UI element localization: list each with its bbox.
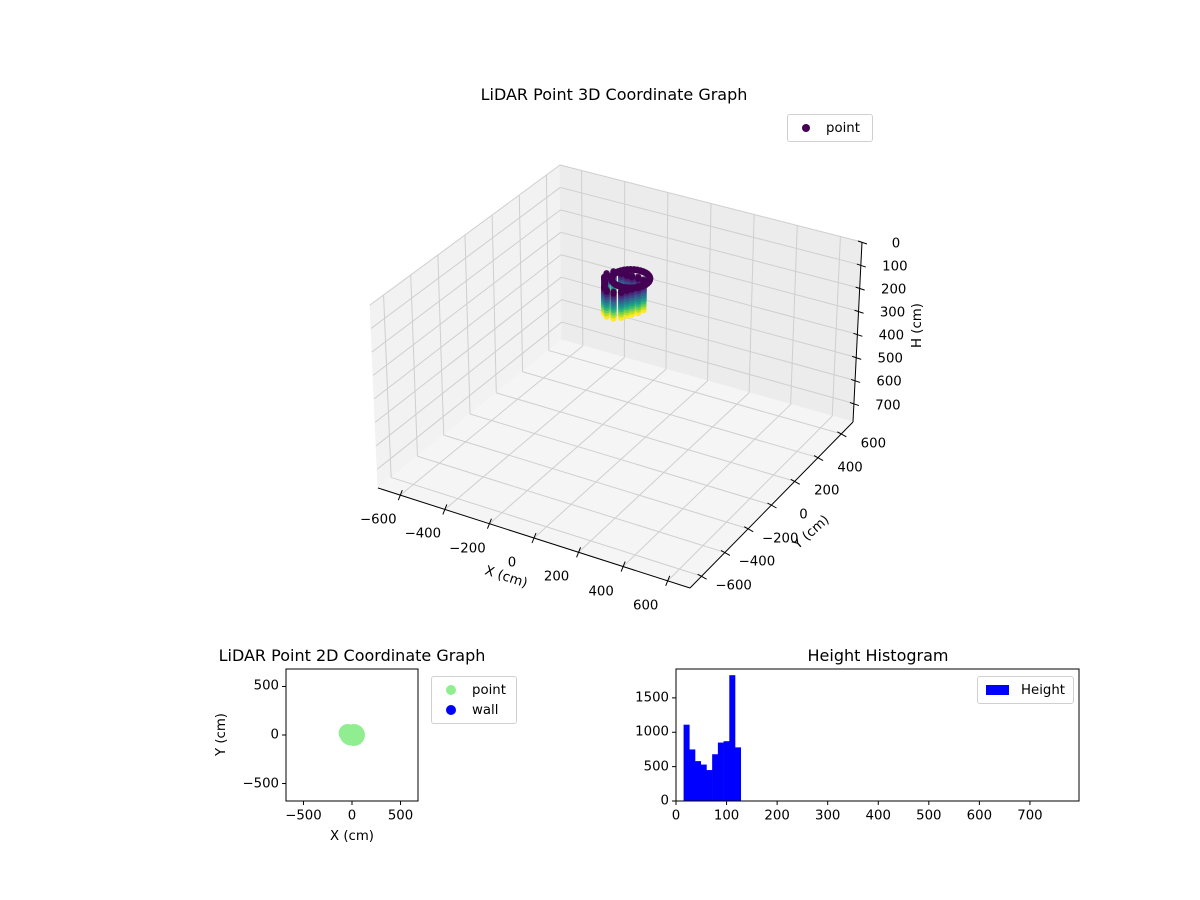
- histogram-bar: [700, 764, 707, 801]
- plot2d-title: LiDAR Point 2D Coordinate Graph: [218, 646, 486, 665]
- histogram-bars: [683, 675, 742, 802]
- y-tick-label: 1500: [635, 690, 669, 706]
- legend-marker-icon: [802, 124, 810, 132]
- histogram-bar: [683, 724, 690, 801]
- x-tick-label: −500: [285, 808, 322, 824]
- plot2d-legend: point wall: [431, 676, 517, 724]
- legend-item-point: point: [432, 680, 516, 700]
- y-tick-label: 0: [270, 727, 279, 743]
- x-tick-label: 300: [814, 808, 841, 824]
- x-tick-label: −200: [449, 541, 486, 557]
- x-tick-label: 0: [671, 808, 681, 824]
- histogram-bar: [695, 761, 702, 802]
- x-tick-label: 600: [966, 808, 993, 824]
- plot3d-title: LiDAR Point 3D Coordinate Graph: [480, 85, 748, 104]
- histogram-bar: [729, 675, 736, 801]
- x-tick-label: 0: [507, 555, 517, 571]
- y-tick-label: 500: [253, 678, 279, 694]
- point-cluster: [601, 266, 654, 322]
- legend-item-point: point: [788, 118, 872, 138]
- x-tick-label: 100: [713, 808, 740, 824]
- z-tick-label: 700: [875, 398, 901, 414]
- histogram-bar: [689, 749, 696, 801]
- histogram-bar: [706, 770, 713, 801]
- legend-label: Height: [1021, 682, 1065, 698]
- y-tick-label: −400: [738, 554, 776, 570]
- x-tick-label: 400: [865, 808, 891, 824]
- y-tick-label: −600: [715, 578, 752, 594]
- hist-legend: Height: [977, 676, 1074, 704]
- x-tick-label: 700: [1017, 808, 1043, 824]
- legend-marker-icon: [446, 705, 456, 715]
- legend-label: point: [472, 682, 506, 698]
- plot3d-legend: point: [787, 114, 873, 142]
- histogram-bar: [712, 754, 719, 801]
- y-tick-label: 600: [860, 436, 887, 452]
- plot2d-xlabel: X (cm): [330, 829, 374, 844]
- y-tick-label: −200: [761, 531, 799, 547]
- x-tick-label: −600: [360, 512, 397, 528]
- x-tick-label: 600: [633, 598, 659, 614]
- point-scatter: [338, 724, 365, 746]
- x-tick-label: 500: [916, 808, 942, 824]
- hist-frame: [675, 668, 1080, 802]
- axis-lines: [377, 240, 868, 589]
- x-tick-label: 0: [347, 808, 357, 824]
- z-tick-label: 0: [891, 236, 901, 252]
- legend-item-wall: wall: [432, 700, 516, 720]
- hist-title: Height Histogram: [807, 646, 949, 665]
- x-tick-label: 500: [387, 808, 414, 824]
- z-tick-label: 600: [876, 374, 902, 390]
- x-tick-label: 400: [588, 584, 614, 600]
- z-tick-label: 400: [878, 328, 905, 344]
- z-tick-label: 500: [877, 351, 903, 367]
- y-tick-label: 0: [799, 507, 808, 523]
- grid-lines: [369, 164, 863, 582]
- z-tick-label: 200: [880, 282, 907, 298]
- y-tick-label: −500: [242, 776, 279, 792]
- x-tick-label: 200: [543, 569, 570, 585]
- legend-patch-icon: [986, 685, 1010, 695]
- legend-label: point: [826, 120, 860, 136]
- y-tick-label: 0: [660, 793, 669, 809]
- legend-marker-icon: [446, 685, 456, 695]
- y-tick-label: 500: [643, 759, 669, 775]
- histogram-bar: [735, 747, 742, 802]
- legend-label: wall: [472, 702, 499, 718]
- y-tick-label: 400: [837, 460, 863, 476]
- z-tick-label: 300: [879, 305, 906, 321]
- x-tick-label: 200: [764, 808, 790, 824]
- legend-item-height: Height: [978, 680, 1073, 700]
- y-tick-label: 200: [814, 483, 840, 499]
- histogram-bar: [723, 741, 730, 801]
- z-tick-label: 100: [882, 259, 908, 275]
- x-tick-label: −400: [404, 526, 442, 542]
- y-tick-label: 1000: [635, 724, 669, 740]
- histogram-bar: [717, 742, 724, 801]
